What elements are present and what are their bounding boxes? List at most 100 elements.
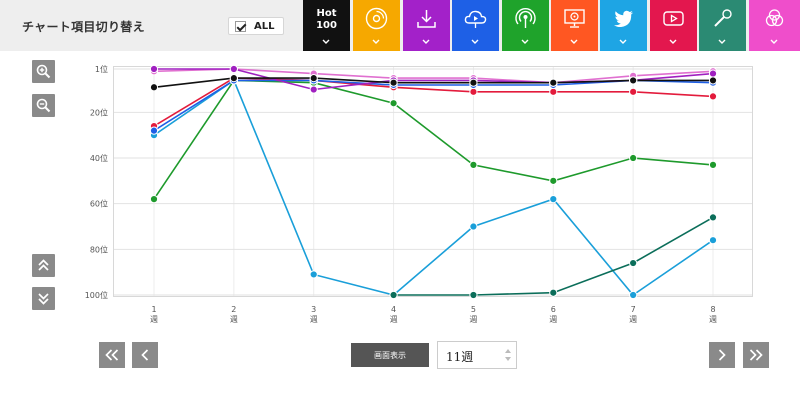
data-point: [549, 87, 558, 96]
chevron-down-icon: [570, 39, 578, 44]
x-tick-label-unit: 週: [629, 315, 637, 324]
x-tick-label-unit: 週: [469, 315, 477, 324]
toggle-cd-sales[interactable]: [353, 0, 400, 51]
zoom-out-icon: [36, 98, 51, 113]
hot100-label-line1: Hot: [316, 8, 337, 19]
chevron-down-icon: [521, 39, 529, 44]
all-label: ALL: [254, 20, 275, 32]
data-point: [629, 76, 638, 85]
data-point: [149, 83, 159, 92]
series-line: [154, 68, 714, 91]
radio-icon: [515, 8, 536, 28]
x-tick-label-unit: 週: [150, 315, 158, 324]
data-point: [309, 85, 318, 94]
cloud-play-icon: [464, 10, 487, 28]
youtube-icon: [663, 11, 684, 26]
chevron-down-icon: [718, 39, 726, 44]
x-tick-label-unit: 週: [549, 315, 557, 324]
hot100-label: Hot 100: [303, 8, 350, 32]
toggle-downloads[interactable]: [403, 0, 450, 51]
data-point: [629, 153, 638, 163]
x-tick-label-number: 4: [391, 305, 396, 314]
first-page-button[interactable]: [99, 342, 125, 368]
series-line: [153, 79, 714, 297]
data-point: [389, 99, 398, 108]
toggle-hot100[interactable]: Hot 100: [303, 0, 350, 51]
chart-plot-area: [113, 66, 753, 297]
series-line: [153, 77, 713, 89]
data-point: [549, 78, 558, 87]
data-point: [149, 126, 159, 135]
double-chevron-up-icon: [38, 259, 49, 271]
data-point: [149, 64, 159, 74]
x-tick-label-number: 8: [710, 305, 715, 314]
zoom-out-button[interactable]: [32, 94, 55, 117]
series-line: [153, 68, 714, 84]
toggle-lookup[interactable]: [551, 0, 598, 51]
x-tick-label-number: 6: [551, 305, 556, 314]
hot100-label-line2: 100: [316, 20, 337, 31]
data-point: [469, 290, 478, 300]
chevron-down-icon: [770, 39, 778, 44]
y-tick-label: 60位: [90, 199, 108, 209]
zoom-in-button[interactable]: [32, 60, 55, 83]
prev-page-button[interactable]: [132, 342, 158, 368]
last-page-button[interactable]: [743, 342, 769, 368]
checkmark-icon: [235, 20, 246, 32]
chevron-down-icon: [669, 39, 677, 44]
microphone-icon: [714, 9, 732, 27]
week-select-value: 11週: [446, 350, 474, 364]
data-point: [629, 290, 638, 300]
x-tick-label-number: 2: [231, 305, 236, 314]
scroll-down-button[interactable]: [32, 287, 55, 310]
display-button[interactable]: 画面表示: [351, 343, 429, 367]
twitter-icon: [614, 10, 633, 28]
data-point: [708, 160, 718, 169]
double-chevron-down-icon: [38, 293, 49, 305]
toggle-gyao[interactable]: [749, 0, 800, 51]
data-point: [629, 87, 638, 96]
chevron-down-icon: [422, 39, 430, 44]
chevron-left-icon: [141, 349, 149, 361]
spinner-arrows-icon: [505, 349, 511, 361]
data-point: [708, 92, 718, 101]
data-point: [389, 78, 398, 87]
y-tick-label: 100位: [85, 290, 108, 300]
series-line: [153, 79, 714, 200]
data-point: [149, 195, 159, 204]
data-point: [708, 213, 718, 222]
x-tick-label-number: 3: [311, 305, 316, 314]
y-tick-label: 20位: [90, 107, 108, 117]
chevron-right-icon: [718, 349, 726, 361]
x-tick-label-unit: 週: [709, 315, 717, 324]
scroll-up-button[interactable]: [32, 254, 55, 277]
week-select[interactable]: 11週: [437, 341, 517, 369]
y-tick-label: 1位: [95, 64, 108, 74]
all-checkbox[interactable]: ALL: [228, 17, 284, 35]
data-point: [549, 176, 558, 185]
x-tick-label-unit: 週: [230, 315, 238, 324]
toggle-streaming[interactable]: [452, 0, 499, 51]
toggle-twitter[interactable]: [600, 0, 647, 51]
y-tick-label: 80位: [90, 244, 108, 254]
x-tick-label-number: 5: [471, 305, 476, 314]
chevron-down-icon: [619, 39, 627, 44]
toggle-radio[interactable]: [502, 0, 549, 51]
data-point: [469, 160, 478, 169]
x-tick-label-number: 1: [151, 305, 156, 314]
data-point: [549, 195, 558, 204]
data-point: [309, 270, 318, 279]
next-page-button[interactable]: [709, 342, 735, 368]
chevron-down-icon: [372, 39, 380, 44]
double-chevron-left-icon: [105, 349, 119, 361]
toggle-youtube[interactable]: [650, 0, 697, 51]
data-point: [469, 78, 478, 87]
data-point: [708, 69, 718, 78]
data-point: [708, 236, 718, 245]
data-point: [229, 64, 238, 74]
y-tick-label: 40位: [90, 153, 108, 163]
zoom-in-icon: [36, 64, 51, 79]
toggle-karaoke[interactable]: [699, 0, 746, 51]
data-point: [549, 288, 558, 297]
